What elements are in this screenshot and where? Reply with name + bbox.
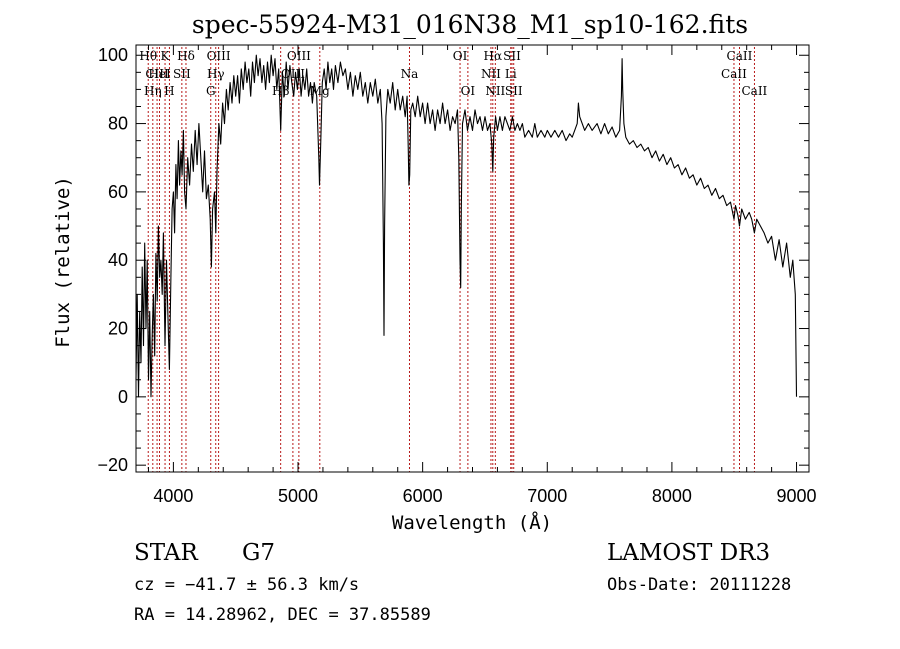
line-label-15: Na xyxy=(401,67,419,81)
chart-title: spec-55924-M31_016N38_M1_sp10-162.fits xyxy=(192,10,748,39)
y-tick-label: 100 xyxy=(98,45,128,65)
object-subclass: G7 xyxy=(242,540,275,566)
y-tick-label: 40 xyxy=(108,250,128,270)
line-label-6: SII xyxy=(173,67,191,81)
line-label-17: OI xyxy=(461,84,476,98)
line-label-0: Hθ xyxy=(139,49,157,63)
line-label-16: OI xyxy=(453,49,468,63)
line-label-23: SII xyxy=(505,84,523,98)
line-label-25: CaII xyxy=(727,49,753,63)
y-axis-label: Flux (relative) xyxy=(52,176,74,348)
line-label-24: CaII xyxy=(721,67,747,81)
x-axis-ticks: 4000 5000 6000 7000 8000 9000 xyxy=(147,45,817,506)
line-label-10: OIII xyxy=(207,49,231,63)
line-label-8: G xyxy=(206,84,216,98)
line-label-13: OIII xyxy=(287,49,311,63)
x-tick-label: 4000 xyxy=(153,486,193,506)
line-label-18: NII xyxy=(481,67,501,81)
y-axis-ticks: −20 0 20 40 60 80 100 xyxy=(97,45,809,475)
emission-line-markers xyxy=(147,47,755,472)
line-label-1: Hη xyxy=(144,84,162,98)
line-label-26: CaII xyxy=(741,84,767,98)
object-class: STAR xyxy=(134,540,198,566)
y-tick-label: 60 xyxy=(108,182,128,202)
line-label-4: K xyxy=(161,49,171,63)
line-label-7: Hδ xyxy=(177,49,195,63)
line-label-5: H xyxy=(164,84,174,98)
line-label-9: Hγ xyxy=(207,67,225,81)
line-label-11: Hβ xyxy=(272,84,289,98)
obs-date: Obs-Date: 20111228 xyxy=(607,575,791,595)
line-label-20: NII xyxy=(485,84,505,98)
y-tick-label: 80 xyxy=(108,114,128,134)
y-tick-label: 0 xyxy=(118,387,128,407)
line-label-3: HeI xyxy=(148,67,171,81)
coordinates: RA = 14.28962, DEC = 37.85589 xyxy=(134,605,431,625)
line-label-12: OIII xyxy=(281,67,305,81)
survey-name: LAMOST DR3 xyxy=(607,540,770,566)
x-tick-label: 6000 xyxy=(403,486,443,506)
line-label-22: SII xyxy=(503,49,521,63)
flux-series-line xyxy=(135,54,798,398)
line-label-21: Li xyxy=(505,67,517,81)
emission-line-labels: HθHηCIIIHeIKHSIIHδGHγOIIIHβOIIIOIIIMgNaO… xyxy=(139,49,767,98)
y-tick-label: −20 xyxy=(97,455,128,475)
x-tick-label: 7000 xyxy=(527,486,567,506)
x-tick-label: 9000 xyxy=(777,486,817,506)
x-tick-label: 8000 xyxy=(652,486,692,506)
y-tick-label: 20 xyxy=(108,319,128,339)
redshift-value: cz = −41.7 ± 56.3 km/s xyxy=(134,575,359,595)
plot-frame xyxy=(135,44,810,473)
x-axis-label: Wavelength (Å) xyxy=(392,511,552,534)
line-label-19: Hα xyxy=(484,49,503,63)
line-label-2: CIII xyxy=(145,67,169,81)
x-tick-label: 5000 xyxy=(278,486,318,506)
